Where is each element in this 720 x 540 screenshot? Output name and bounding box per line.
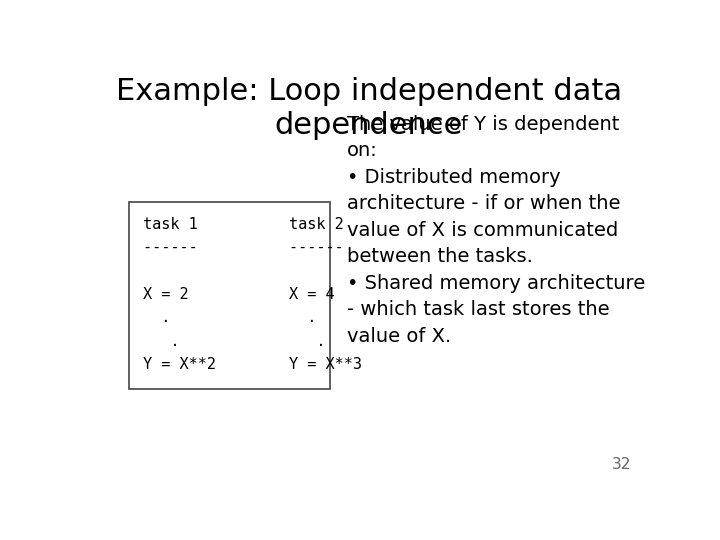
Text: Example: Loop independent data
dependence: Example: Loop independent data dependenc… xyxy=(116,77,622,140)
Text: task 1          task 2
------          ------

X = 2           X = 4
  .        : task 1 task 2 ------ ------ X = 2 X = 4 … xyxy=(143,217,362,372)
Text: 32: 32 xyxy=(612,457,631,472)
Text: The value of Y is dependent
on:
• Distributed memory
architecture - if or when t: The value of Y is dependent on: • Distri… xyxy=(347,114,645,346)
FancyBboxPatch shape xyxy=(129,202,330,389)
